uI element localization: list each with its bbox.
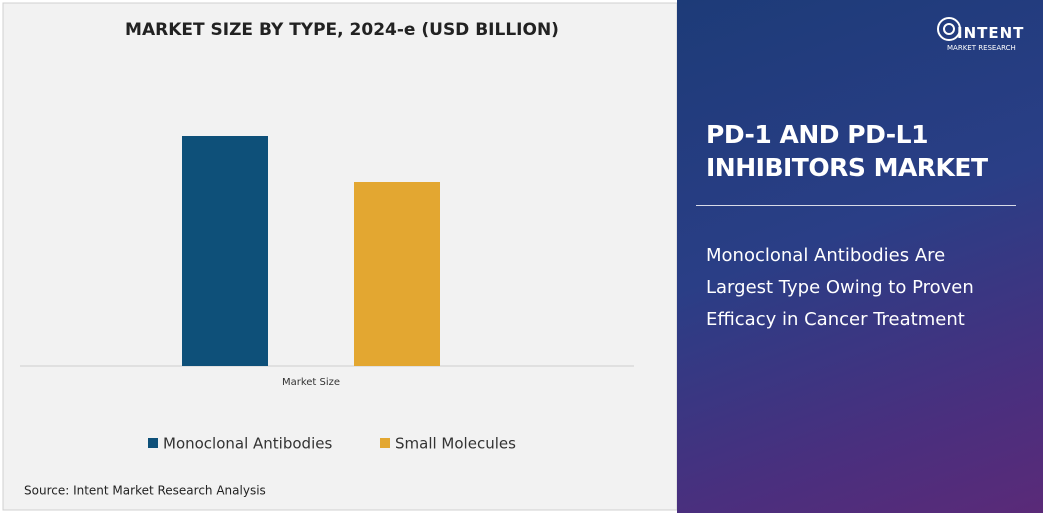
legend-label: Small Molecules	[395, 435, 516, 453]
logo-name: INTENT	[957, 24, 1025, 42]
source: Source: Intent Market Research Analysis	[24, 484, 266, 498]
logo-tagline: MARKET RESEARCH	[947, 44, 1016, 52]
bar	[354, 182, 440, 366]
panel-title: PD-1 AND PD-L1 INHIBITORS MARKET	[706, 120, 988, 182]
chart: MARKET SIZE BY TYPE, 2024-e (USD BILLION…	[2, 2, 678, 511]
legend-swatch	[380, 438, 390, 448]
info-panel: INTENT MARKET RESEARCH PD-1 AND PD-L1 IN…	[677, 0, 1043, 513]
chart-background	[2, 2, 678, 511]
divider	[696, 205, 1016, 206]
panel-subtitle: Monoclonal Antibodies Are Largest Type O…	[706, 245, 974, 330]
chart-panel: MARKET SIZE BY TYPE, 2024-e (USD BILLION…	[2, 2, 678, 511]
bar	[182, 136, 268, 366]
legend-swatch	[148, 438, 158, 448]
x-tick-label: Market Size	[282, 377, 340, 388]
logo-icon	[937, 17, 961, 41]
legend-label: Monoclonal Antibodies	[163, 435, 332, 453]
chart-title: MARKET SIZE BY TYPE, 2024-e (USD BILLION…	[125, 20, 559, 40]
